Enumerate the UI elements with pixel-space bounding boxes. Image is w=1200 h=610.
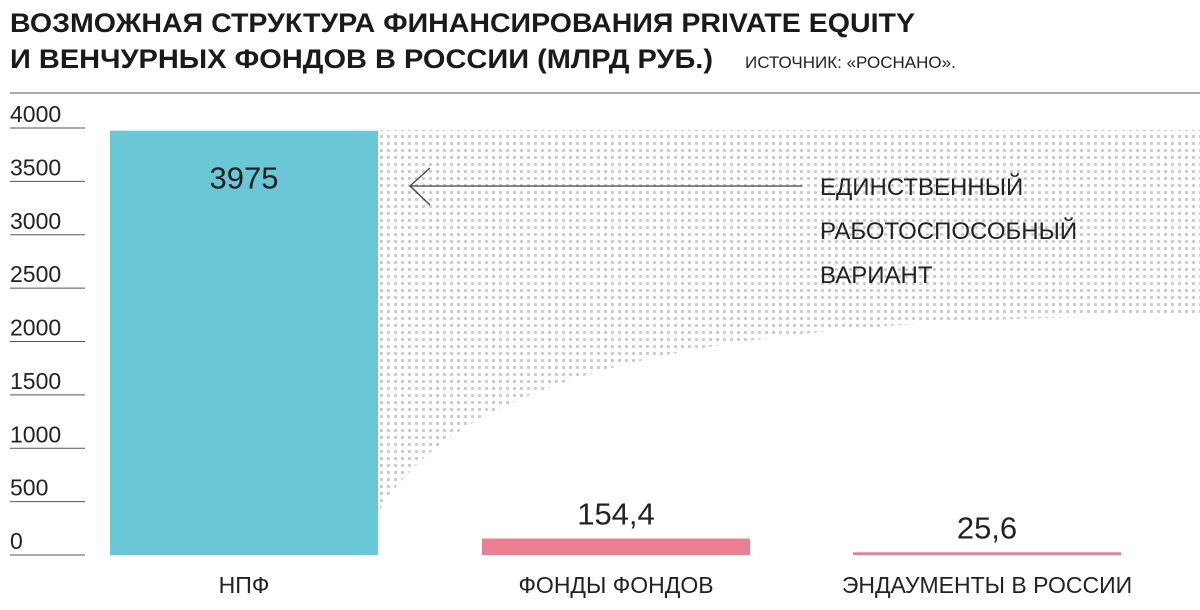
x-tick-label: ФОНДЫ ФОНДОВ	[518, 572, 713, 598]
y-tick-label: 4000	[10, 101, 61, 127]
annotation: ВАРИАНТ	[820, 262, 933, 289]
arrow	[409, 167, 802, 206]
x-tick-label: НПФ	[219, 572, 270, 598]
chart-title: И ВЕНЧУРНЫХ ФОНДОВ В РОССИИ (МЛРД РУБ.)	[10, 44, 713, 74]
source: ИСТОЧНИК: «РОСНАНО».	[745, 53, 956, 72]
chart-title: ВОЗМОЖНАЯ СТРУКТУРА ФИНАНСИРОВАНИЯ PRIVA…	[10, 8, 915, 38]
annotation: РАБОТОСПОСОБНЫЙ	[820, 217, 1077, 245]
dotted-area	[380, 130, 1200, 510]
value-label: 154,4	[577, 497, 655, 532]
y-tick-label: 2000	[10, 315, 61, 341]
y-tick-label: 3500	[10, 154, 61, 180]
value-label: 3975	[210, 161, 279, 196]
y-tick-label: 3000	[10, 208, 61, 234]
y-tick-label: 0	[10, 528, 23, 554]
bar	[853, 552, 1121, 555]
x-tick-label: ЭНДАУМЕНТЫ В РОССИИ	[842, 572, 1132, 598]
y-tick-label: 2500	[10, 261, 61, 287]
bar	[482, 538, 750, 555]
y-tick-label: 1500	[10, 368, 61, 394]
value-label: 25,6	[957, 510, 1017, 545]
annotation: ЕДИНСТВЕННЫЙ	[820, 173, 1023, 201]
y-tick-label: 1000	[10, 421, 61, 447]
bar	[110, 130, 378, 555]
y-tick-label: 500	[10, 475, 48, 501]
